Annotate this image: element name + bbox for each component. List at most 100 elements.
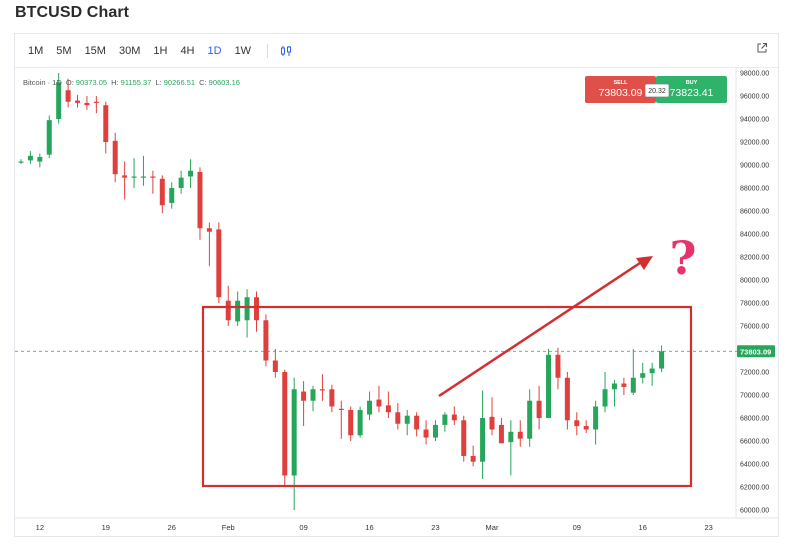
candle-body <box>112 140 118 175</box>
timeframe-4h-button[interactable]: 4H <box>180 44 195 57</box>
candle-body <box>376 399 382 407</box>
candle <box>404 409 410 436</box>
candle <box>527 389 533 447</box>
buy-label: BUY <box>685 79 698 86</box>
candle-body <box>178 177 184 188</box>
candle-body <box>640 373 646 378</box>
timeframe-1w-button[interactable]: 1W <box>234 44 252 57</box>
candle <box>235 291 241 326</box>
y-tick-label: 80000.00 <box>740 278 769 285</box>
y-tick-label: 82000.00 <box>740 255 769 262</box>
candle <box>188 159 194 188</box>
candle-body <box>103 105 109 142</box>
candle-body <box>291 389 297 476</box>
candle <box>56 73 62 124</box>
timeframe-1d-button[interactable]: 1D <box>207 44 222 57</box>
candle-body <box>432 424 438 438</box>
candle <box>216 222 222 303</box>
y-tick-label: 98000.00 <box>740 71 769 78</box>
candle <box>451 406 457 425</box>
legend-symbol: Bitcoin · 1D <box>23 78 62 87</box>
candle-body <box>169 188 175 203</box>
candle <box>367 391 373 421</box>
x-tick-label: 23 <box>704 523 712 532</box>
candle <box>385 391 391 418</box>
candle <box>593 400 599 445</box>
candle-body <box>527 400 533 439</box>
candle-body <box>546 354 552 418</box>
candle-body <box>367 400 373 415</box>
sell-price: 73803.09 <box>598 86 643 99</box>
candle <box>159 175 165 214</box>
candle <box>93 96 99 114</box>
timeframe-1h-button[interactable]: 1H <box>153 44 168 57</box>
candle <box>131 158 137 188</box>
candle-body <box>508 431 514 443</box>
candle <box>301 381 307 427</box>
legend-low-value: 90266.51 <box>163 78 196 87</box>
candle-body <box>489 416 495 430</box>
candle <box>621 377 627 395</box>
candlestick-chart-type-icon[interactable] <box>278 43 294 59</box>
y-tick-label: 64000.00 <box>740 462 769 469</box>
x-tick-label: 09 <box>299 523 307 532</box>
last-price-tag: 73803.09 <box>737 345 775 358</box>
candle-body <box>206 228 212 232</box>
candle-body <box>602 389 608 407</box>
timeframe-15m-button[interactable]: 15M <box>84 44 106 57</box>
candle <box>37 153 43 168</box>
candle <box>75 94 81 108</box>
legend-low-label: L: <box>155 78 162 87</box>
timeframe-1m-button[interactable]: 1M <box>28 44 44 57</box>
x-tick-label: 26 <box>168 523 176 532</box>
candle <box>122 161 128 200</box>
trend-arrow-annotation <box>438 256 653 398</box>
x-tick-label: 23 <box>431 523 439 532</box>
candle <box>329 384 335 413</box>
candle <box>338 400 344 439</box>
candle-body <box>159 178 165 206</box>
candle-body <box>301 391 307 401</box>
candle-body <box>659 351 665 369</box>
candle-body <box>75 100 81 103</box>
candle-body <box>498 424 504 444</box>
candle <box>536 385 542 430</box>
buy-price: 73823.41 <box>669 86 714 99</box>
candle <box>489 397 495 436</box>
candle <box>508 420 514 476</box>
sell-button[interactable]: SELL 73803.09 <box>585 76 656 103</box>
candle <box>310 385 316 412</box>
candle <box>414 412 420 437</box>
candle <box>103 101 109 154</box>
legend-close-label: C: <box>199 78 207 87</box>
x-tick-label: 12 <box>36 523 44 532</box>
candle <box>27 151 33 164</box>
y-tick-label: 66000.00 <box>740 439 769 446</box>
y-tick-label: 60000.00 <box>740 508 769 515</box>
ohlc-legend: Bitcoin · 1D O: 90373.05 H: 91155.37 L: 902… <box>23 78 242 87</box>
candle <box>555 347 561 390</box>
candle-body <box>564 377 570 421</box>
candle-body <box>254 297 259 321</box>
candle <box>348 406 354 441</box>
candle <box>423 420 429 445</box>
candle <box>480 390 486 479</box>
fullscreen-expand-icon[interactable] <box>756 42 768 54</box>
candle-body <box>536 400 542 418</box>
timeframe-5m-button[interactable]: 5M <box>56 44 72 57</box>
y-tick-label: 72000.00 <box>740 370 769 377</box>
y-tick-label: 92000.00 <box>740 140 769 147</box>
spread-value: 20.32 <box>645 84 669 97</box>
candle-body <box>65 90 71 102</box>
candle-body <box>395 412 401 424</box>
candle <box>395 403 401 430</box>
candle-body <box>272 360 278 372</box>
y-tick-label: 88000.00 <box>740 186 769 193</box>
consolidation-box-annotation <box>201 305 693 488</box>
buy-button[interactable]: BUY 73823.41 <box>656 76 727 103</box>
candle <box>583 420 589 433</box>
timeframe-30m-button[interactable]: 30M <box>118 44 141 57</box>
x-tick-label: 16 <box>639 523 647 532</box>
candle <box>649 362 655 386</box>
